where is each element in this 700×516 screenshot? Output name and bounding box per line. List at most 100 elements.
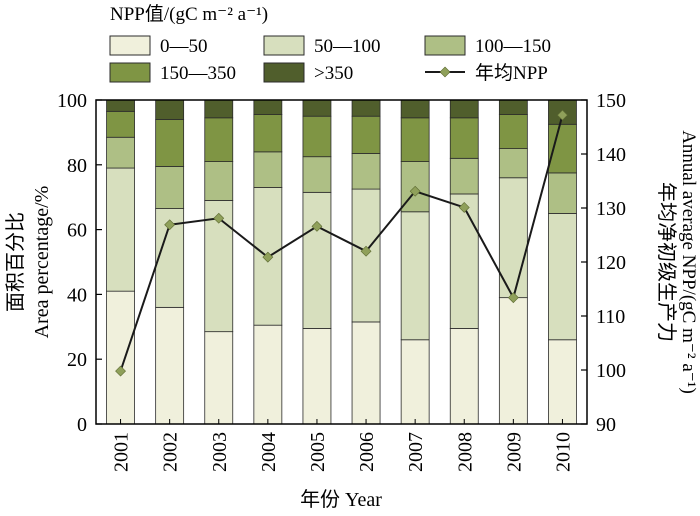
y-axis-title-cn: 面积百分比 bbox=[4, 212, 27, 312]
npp-point-2005 bbox=[311, 220, 323, 232]
bar-segment-2008-1 bbox=[449, 193, 479, 329]
npp-point-2007 bbox=[409, 185, 421, 197]
bar-segment-2004-2 bbox=[253, 151, 283, 188]
bar-segment-2003-2 bbox=[204, 161, 234, 201]
npp-point-2009 bbox=[507, 292, 519, 304]
y-axis-title-en: Area percentage/% bbox=[31, 186, 53, 339]
bar-segment-2001-4 bbox=[106, 99, 135, 112]
x-tick-label-2005: 2005 bbox=[307, 432, 329, 472]
bar-segment-2001-2 bbox=[106, 136, 135, 169]
left-tick-label-60: 60 bbox=[67, 220, 87, 242]
npp-point-2003 bbox=[213, 212, 225, 224]
legend-line-marker bbox=[439, 66, 451, 78]
legend-label-4: >350 bbox=[314, 63, 353, 84]
bar-segment-2004-4 bbox=[253, 99, 283, 115]
bar-segment-2007-0 bbox=[400, 339, 430, 425]
x-axis: 2001 2002 2003 2004 2005 2006 2007 2008 2009 2010 bbox=[111, 419, 574, 472]
bar-segment-2001-1 bbox=[106, 167, 135, 292]
npp-point-2001 bbox=[115, 365, 126, 377]
line-layer bbox=[115, 109, 568, 377]
bar-segment-2004-3 bbox=[253, 114, 283, 153]
left-tick-label-0: 0 bbox=[77, 414, 87, 436]
bar-segment-2005-0 bbox=[302, 328, 332, 425]
bar-segment-2008-4 bbox=[449, 99, 479, 119]
legend-items: 0—50 50—100 100—150 150—350 >350 年均NPP bbox=[109, 35, 551, 84]
npp-point-2008 bbox=[458, 202, 470, 213]
legend-label-3: 150—350 bbox=[160, 63, 236, 84]
right-tick-label-100: 100 bbox=[596, 360, 626, 382]
bar-segment-2003-3 bbox=[204, 117, 234, 162]
bars bbox=[106, 99, 577, 425]
left-tick-label-100: 100 bbox=[57, 90, 87, 112]
x-tick-label-2004: 2004 bbox=[258, 432, 280, 472]
x-tick-label-2008: 2008 bbox=[454, 432, 476, 472]
bar-segment-2007-1 bbox=[400, 211, 430, 341]
npp-point-2002 bbox=[164, 219, 176, 231]
bar-segment-2010-1 bbox=[548, 212, 577, 341]
bar-segment-2002-2 bbox=[155, 166, 185, 209]
bar-segment-2002-3 bbox=[155, 119, 185, 167]
legend-swatch-1 bbox=[263, 35, 305, 56]
npp-point-2010 bbox=[557, 109, 568, 121]
bar-segment-2006-3 bbox=[351, 115, 381, 154]
right-axis: 90 100 110 120 130 140 150 bbox=[581, 90, 626, 436]
right-tick-label-120: 120 bbox=[596, 252, 626, 274]
legend-swatch-2 bbox=[424, 35, 466, 56]
bar-segment-2008-2 bbox=[449, 157, 479, 195]
npp-point-2006 bbox=[360, 245, 372, 257]
bar-segment-2006-2 bbox=[351, 153, 381, 190]
legend-swatch-3 bbox=[109, 62, 151, 83]
bar-segment-2008-3 bbox=[449, 117, 479, 159]
left-tick-label-80: 80 bbox=[67, 155, 87, 177]
bar-segment-2001-3 bbox=[106, 110, 135, 138]
legend-swatch-4 bbox=[263, 62, 305, 83]
bar-segment-2002-4 bbox=[155, 99, 185, 120]
bar-segment-2005-2 bbox=[302, 156, 332, 193]
x-tick-label-2001: 2001 bbox=[111, 432, 133, 472]
legend-label-1: 50—100 bbox=[314, 36, 381, 57]
legend-label-2: 100—150 bbox=[475, 36, 551, 57]
bar-segment-2007-3 bbox=[400, 117, 430, 162]
bar-segment-2001-0 bbox=[106, 290, 135, 425]
left-tick-label-20: 20 bbox=[67, 349, 87, 371]
right-tick-label-110: 110 bbox=[596, 306, 625, 328]
x-tick-label-2009: 2009 bbox=[503, 432, 525, 472]
bar-segment-2009-4 bbox=[498, 99, 528, 115]
npp-point-2004 bbox=[262, 251, 274, 263]
right-tick-label-140: 140 bbox=[596, 144, 626, 166]
bar-segment-2006-0 bbox=[351, 321, 381, 425]
legend-label-0: 0—50 bbox=[160, 36, 208, 57]
legend: NPP值/(gC m⁻² a⁻¹) 0—50 50—100 100—150 150—3… bbox=[109, 3, 551, 84]
y2-axis-title-en: Annual average NPP/(gC m⁻² a⁻¹) bbox=[678, 130, 699, 394]
legend-swatch-0 bbox=[109, 35, 151, 56]
bar-segment-2003-0 bbox=[204, 331, 234, 425]
x-axis-title: 年份 Year bbox=[300, 488, 382, 511]
bar-segment-2005-1 bbox=[302, 191, 332, 329]
bar-segment-2010-2 bbox=[548, 172, 577, 214]
plot-area: 0 20 40 60 80 100 90 100 110 120 130 140 150 2001 20… bbox=[57, 90, 626, 472]
x-tick-label-2002: 2002 bbox=[160, 432, 182, 472]
left-axis: 0 20 40 60 80 100 bbox=[57, 90, 102, 436]
x-tick-label-2007: 2007 bbox=[405, 432, 427, 472]
bar-segment-2004-0 bbox=[253, 324, 283, 425]
bar-segment-2002-0 bbox=[155, 306, 185, 425]
bar-segment-2009-1 bbox=[498, 177, 528, 299]
bar-segment-2009-3 bbox=[498, 114, 528, 150]
bar-segment-2009-0 bbox=[498, 297, 528, 425]
legend-label-line: 年均NPP bbox=[475, 62, 548, 84]
legend-title: NPP值/(gC m⁻² a⁻¹) bbox=[110, 3, 268, 25]
bar-segment-2005-3 bbox=[302, 115, 332, 158]
bar-segment-2009-2 bbox=[498, 148, 528, 179]
bar-segment-2005-4 bbox=[302, 99, 332, 117]
bar-segment-2007-4 bbox=[400, 99, 430, 119]
x-tick-label-2006: 2006 bbox=[356, 432, 378, 472]
bar-segment-2003-4 bbox=[204, 99, 234, 119]
y2-axis-title-cn: 年均净初级生产力 bbox=[655, 182, 678, 342]
left-tick-label-40: 40 bbox=[67, 284, 87, 306]
right-tick-label-130: 130 bbox=[596, 198, 626, 220]
bar-segment-2010-0 bbox=[548, 339, 577, 425]
right-tick-label-150: 150 bbox=[596, 90, 626, 112]
right-tick-label-90: 90 bbox=[596, 414, 616, 436]
